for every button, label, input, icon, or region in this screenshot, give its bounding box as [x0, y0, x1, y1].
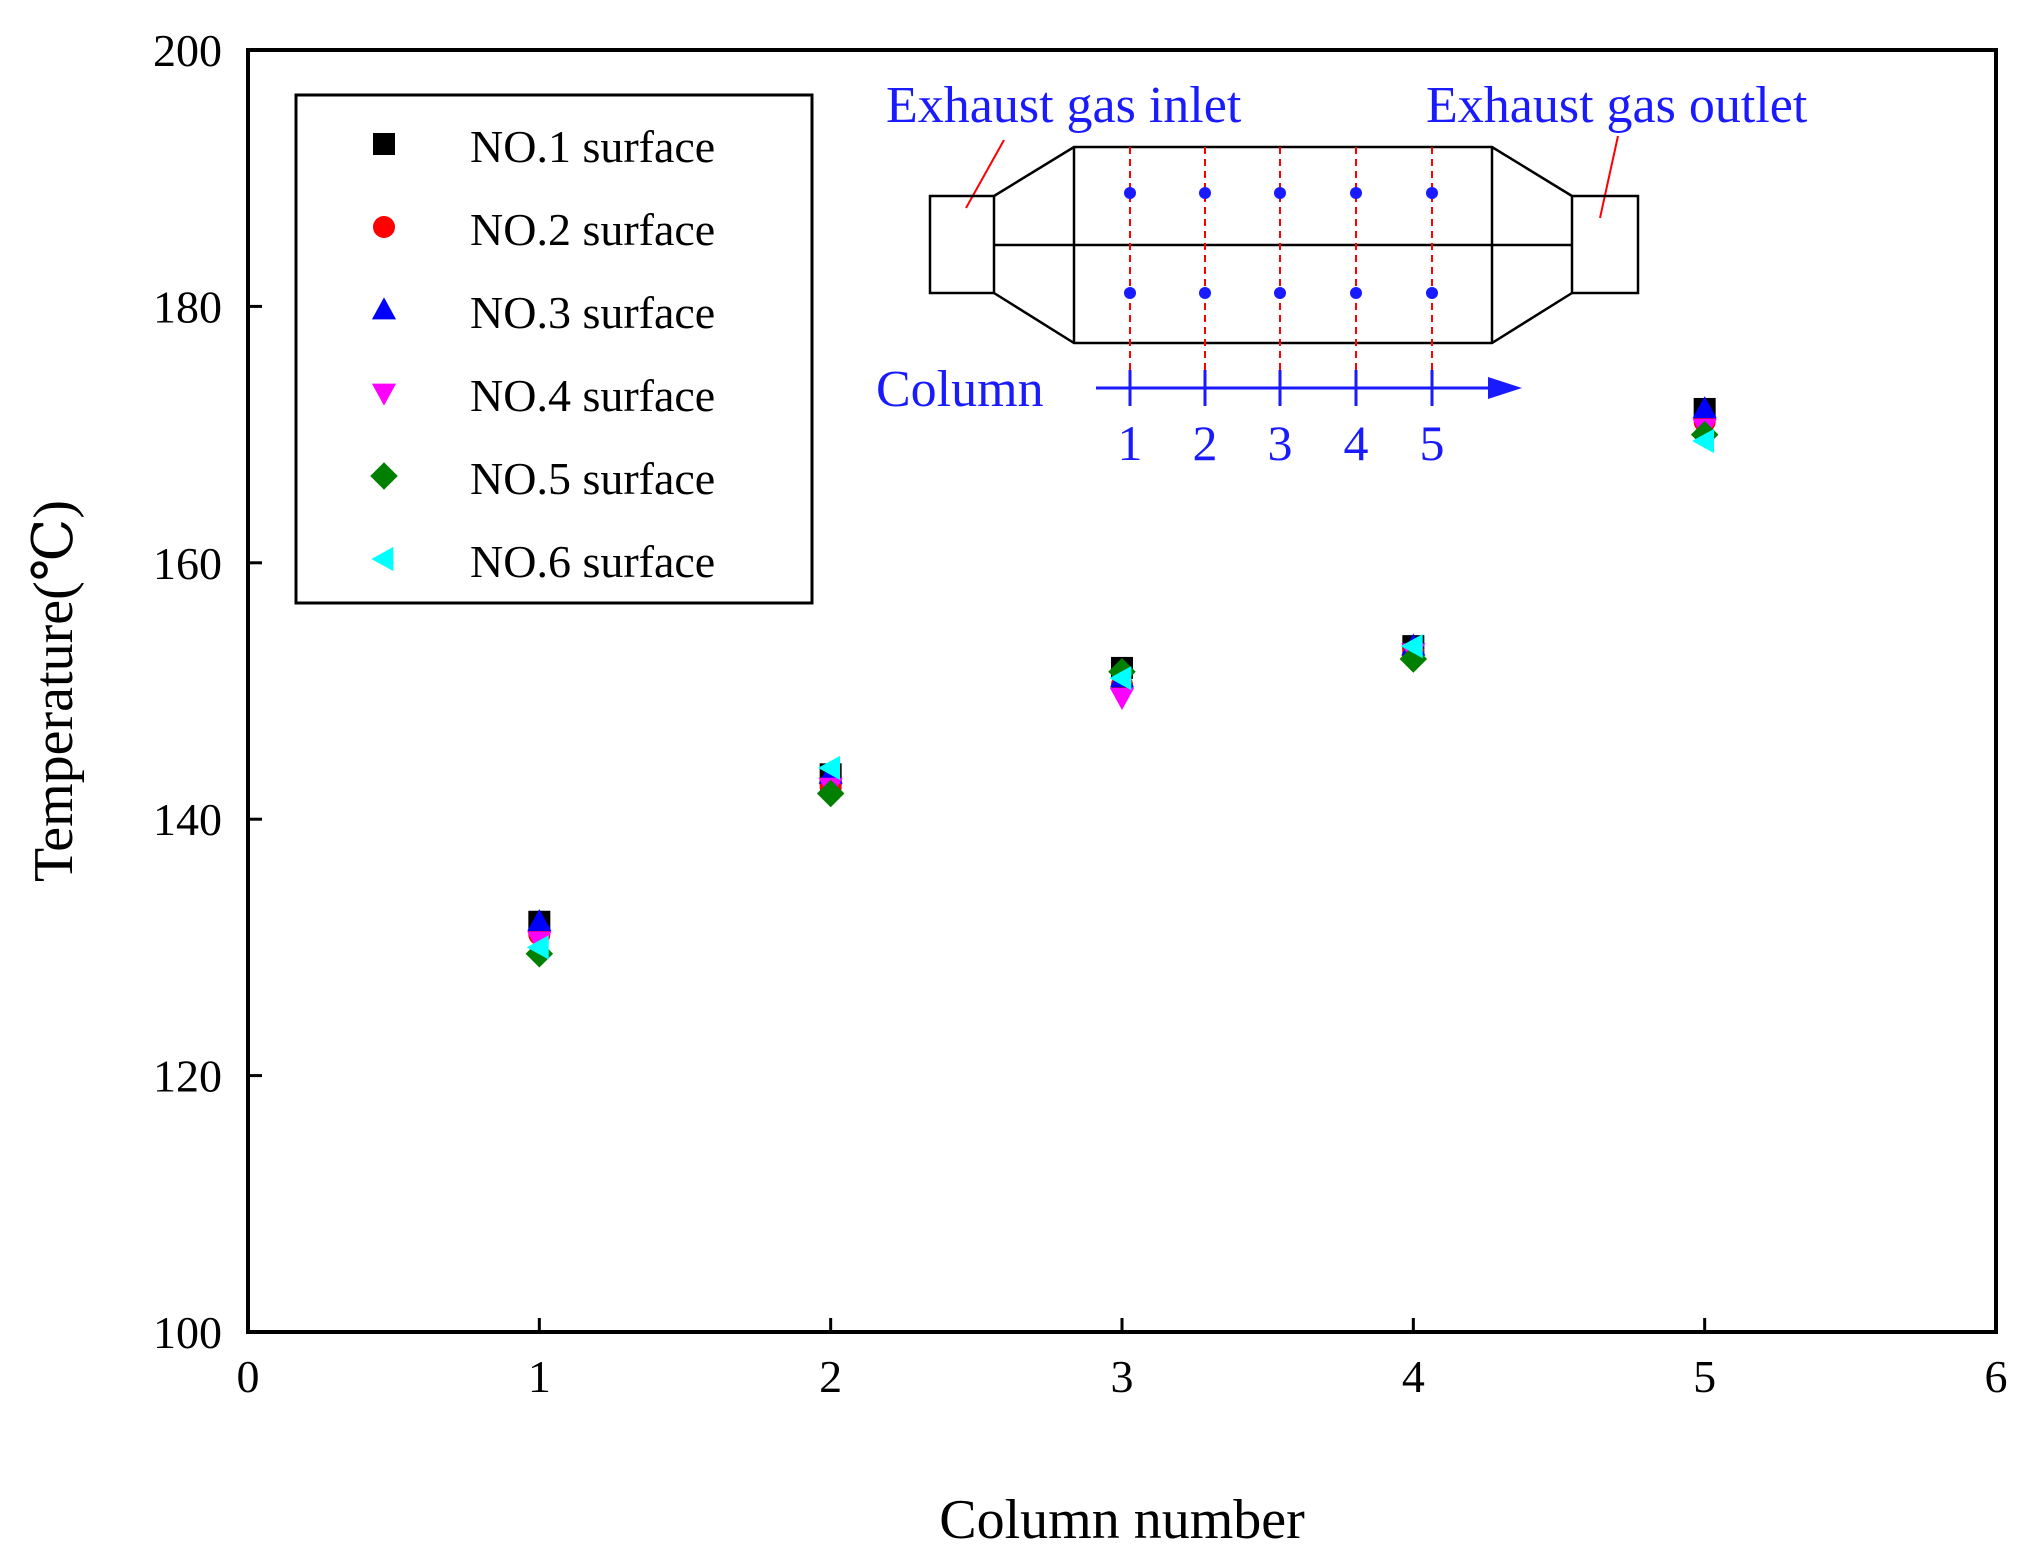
- legend-label: NO.5 surface: [470, 453, 715, 504]
- legend-marker: [373, 216, 395, 238]
- converter-body: [993, 145, 1573, 345]
- outlet-leader-line: [1599, 135, 1619, 219]
- legend-marker: [371, 297, 397, 320]
- inset-outlet-label: Exhaust gas outlet: [1426, 77, 1808, 134]
- legend-label: NO.2 surface: [470, 204, 715, 255]
- x-tick-label: 1: [528, 1351, 551, 1402]
- y-tick-label: 180: [153, 281, 222, 332]
- x-tick-label: 5: [1693, 1351, 1716, 1402]
- inset-column-label: Column: [876, 361, 1044, 418]
- legend-marker: [371, 383, 397, 406]
- y-tick-label: 120: [153, 1051, 222, 1102]
- legend-box: [294, 93, 814, 605]
- data-point: [816, 779, 845, 808]
- legend-label: NO.1 surface: [470, 121, 715, 172]
- y-tick-label: 140: [153, 794, 222, 845]
- y-axis-ticks: 100 120 140 160 180 200: [153, 25, 262, 1358]
- legend-items: NO.1 surface NO.2 surface NO.3 surface NO.4…: [370, 121, 715, 587]
- legend: NO.1 surface NO.2 surface NO.3 surface NO.4…: [294, 93, 814, 605]
- data-point: [1692, 428, 1715, 454]
- data-point: [818, 755, 841, 781]
- inset-column-number: 1: [1118, 415, 1143, 471]
- legend-label: NO.3 surface: [470, 287, 715, 338]
- legend-label: NO.4 surface: [470, 370, 715, 421]
- y-tick-label: 200: [153, 25, 222, 76]
- inset-lower-dot: [1199, 287, 1211, 299]
- x-tick-label: 3: [1111, 1351, 1134, 1402]
- x-axis-title: Column number: [939, 1489, 1305, 1551]
- inset-upper-dot: [1199, 187, 1211, 199]
- inlet-pipe: [928, 194, 996, 295]
- data-markers: [525, 396, 1719, 968]
- data-point: [1400, 634, 1423, 659]
- legend-marker: [370, 462, 398, 490]
- inset-column-number: 5: [1420, 415, 1445, 471]
- inset-lower-dot: [1426, 287, 1438, 299]
- inset-column-number: 3: [1268, 415, 1293, 471]
- y-tick-label: 100: [153, 1307, 222, 1358]
- legend-marker: [371, 546, 394, 572]
- inset-column-number: 2: [1193, 415, 1218, 471]
- inset-column-number: 4: [1344, 415, 1369, 471]
- inset-upper-dot: [1350, 187, 1362, 199]
- column-axis-arrowhead: [1488, 377, 1522, 399]
- x-tick-label: 2: [819, 1351, 842, 1402]
- inlet-leader-line: [965, 139, 1005, 209]
- x-axis-ticks: 0 1 2 3 4 5 6: [237, 1318, 2008, 1402]
- legend-marker: [373, 133, 395, 155]
- inset-upper-dot: [1426, 187, 1438, 199]
- data-point: [1109, 688, 1135, 711]
- inset-lower-dot: [1274, 287, 1286, 299]
- x-tick-label: 6: [1985, 1351, 2008, 1402]
- legend-label: NO.6 surface: [470, 536, 715, 587]
- inset-upper-dot: [1124, 187, 1136, 199]
- inset-lower-dot: [1124, 287, 1136, 299]
- inset-lower-dot: [1350, 287, 1362, 299]
- data-point: [1692, 396, 1717, 419]
- y-axis-title: Temperature(℃): [23, 500, 85, 882]
- data-point: [527, 909, 552, 932]
- x-tick-label: 0: [237, 1351, 260, 1402]
- data-point: [526, 935, 549, 960]
- inset-inlet-label: Exhaust gas inlet: [886, 77, 1242, 134]
- x-tick-label: 4: [1402, 1351, 1425, 1402]
- outlet-pipe: [1570, 194, 1640, 295]
- y-tick-label: 160: [153, 538, 222, 589]
- inset-upper-dot: [1274, 187, 1286, 199]
- data-point: [1109, 666, 1132, 691]
